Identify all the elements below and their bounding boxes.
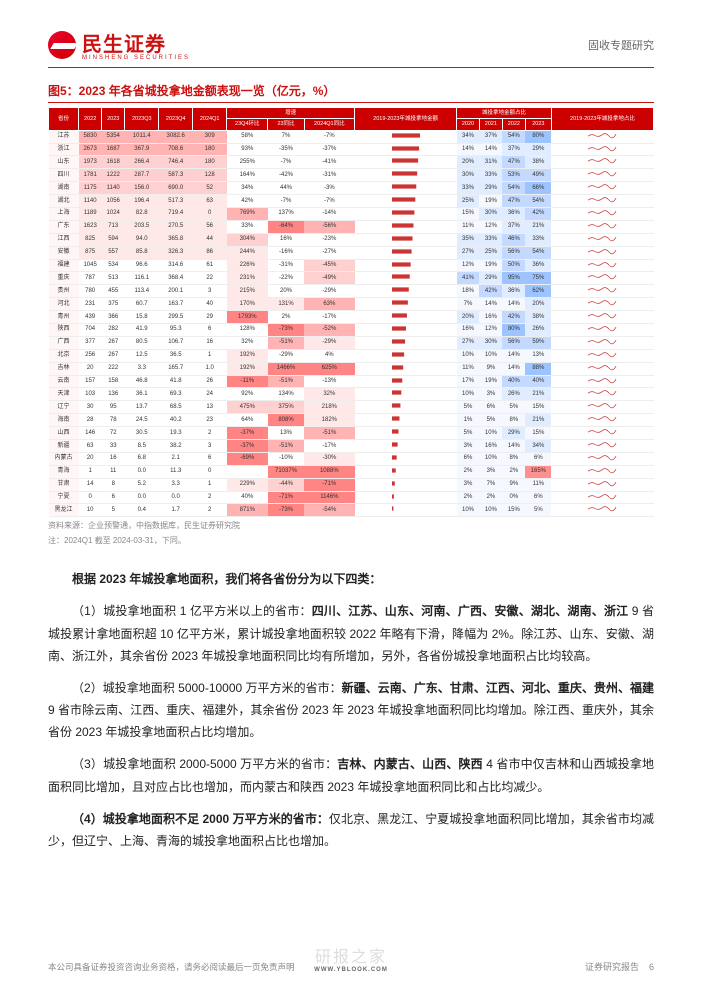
p3-bold: 吉林、内蒙古、山西、陕西 <box>337 757 483 771</box>
p2-lead: （2）城投拿地面积 5000-10000 万平方米的省市： <box>72 681 342 695</box>
table-row: 陕西70428241.995.36128%-73%-52%16%12%80%26… <box>49 323 654 336</box>
table-row: 江苏583053541011.43082.630958%7%-7%34%37%5… <box>49 130 654 143</box>
table-row: 辽宁309513.768.513475%375%218%5%6%5%15% <box>49 401 654 414</box>
table-row: 海南287824.540.22364%808%182%1%5%8%21% <box>49 414 654 427</box>
footer-disclaimer: 本公司具备证券投资咨询业务资格，请务必阅读最后一页免责声明 <box>48 961 295 973</box>
logo: 民生证券 MINSHENG SECURITIES <box>48 28 190 61</box>
table-row: 云南15715846.841.826-11%-51%-13%17%19%40%4… <box>49 375 654 388</box>
table-row: 广西37726780.5106.71632%-51%-29%27%30%56%5… <box>49 336 654 349</box>
footer-watermark: 研报之家 WWW.YBLOOK.COM <box>314 943 388 973</box>
table-row: 山东19731618266.4746.4180255%-7%-41%20%31%… <box>49 156 654 169</box>
p2-bold: 新疆、云南、广东、甘肃、江西、河北、重庆、贵州、福建 <box>342 681 654 695</box>
table-row: 天津10313636.169.32492%134%32%10%3%26%21% <box>49 388 654 401</box>
figure-title: 图5：2023 年各省城投拿地金额表现一览（亿元，%） <box>48 82 654 103</box>
table-row: 内蒙古20166.82.16-69%-10%-30%6%10%8%6% <box>49 452 654 465</box>
data-table: 省份202220232023Q32023Q42024Q1增速2019-2023年… <box>48 107 654 517</box>
table-row: 重庆787513116.1368.422231%-22%-49%41%29%95… <box>49 272 654 285</box>
table-row: 福建104553496.6314.661226%-31%-45%12%19%50… <box>49 259 654 272</box>
table-row: 青海1110.011.3071037%1088%2%3%2%165% <box>49 465 654 478</box>
table-row: 吉林202223.3165.71.0192%1466%625%11%9%14%8… <box>49 362 654 375</box>
page-header: 民生证券 MINSHENG SECURITIES 固收专题研究 <box>48 28 654 68</box>
brand-subtitle: MINSHENG SECURITIES <box>82 55 190 61</box>
table-row: 四川17811222287.7587.3128164%-42%-31%30%33… <box>49 169 654 182</box>
doc-type: 固收专题研究 <box>588 37 654 53</box>
table-row: 山西1467230.519.32-37%13%-51%5%10%29%15% <box>49 427 654 440</box>
table-row: 新疆63338.538.23-37%-51%-17%3%16%14%34% <box>49 440 654 453</box>
table-row: 江西82559494.0365.844304%16%-23%35%33%46%3… <box>49 233 654 246</box>
table-row: 宁夏060.00.0240%-71%1146%2%2%0%6% <box>49 491 654 504</box>
table-row: 河北23137560.7163.740170%131%63%7%14%14%20… <box>49 298 654 311</box>
table-row: 湖南11751140156.0690.05234%44%-3%33%29%54%… <box>49 182 654 195</box>
table-row: 湖北11401056196.4517.36342%-7%-7%25%19%47%… <box>49 195 654 208</box>
table-row: 上海1189102482.8719.40769%137%-14%15%30%36… <box>49 207 654 220</box>
page-footer: 本公司具备证券投资咨询业务资格，请务必阅读最后一页免责声明 研报之家 WWW.Y… <box>48 960 654 973</box>
table-row: 安徽87555785.8326.386244%-16%-27%27%25%56%… <box>49 246 654 259</box>
figure-source: 资料来源：企业预警通，中指数据库，民生证券研究院 <box>48 521 654 531</box>
brand-name: 民生证券 <box>82 28 190 57</box>
table-row: 甘肃1485.23.31229%-44%-71%3%7%9%11% <box>49 478 654 491</box>
logo-icon <box>48 31 76 59</box>
data-table-wrap: 省份202220232023Q32023Q42024Q1增速2019-2023年… <box>48 107 654 517</box>
p2-rest: 9 省市除云南、江西、重庆、福建外，其余省份 2023 年 2023 年城投拿地… <box>48 703 654 739</box>
table-row: 广东1623713203.5270.55633%-64%-56%11%12%37… <box>49 220 654 233</box>
table-row: 浙江26731687367.9708.618093%-35%-37%14%14%… <box>49 143 654 156</box>
p1-bold: 四川、江苏、山东、河南、广西、安徽、湖北、湖南、浙江 <box>312 604 629 618</box>
body-text: 根据 2023 年城投拿地面积，我们将各省份分为以下四类： （1）城投拿地面积 … <box>48 568 654 852</box>
intro: 根据 2023 年城投拿地面积，我们将各省份分为以下四类： <box>72 572 381 586</box>
table-row: 贵州780455113.4200.13215%20%-29%18%42%36%6… <box>49 285 654 298</box>
table-row: 北京25626712.536.51192%-29%4%10%10%14%13% <box>49 349 654 362</box>
table-row: 青州43936615.8299.5291793%2%-17%20%16%42%3… <box>49 311 654 324</box>
p4-lead: （4）城投拿地面积不足 2000 万平方米的省市： <box>72 812 329 826</box>
p3-lead: （3）城投拿地面积 2000-5000 万平方米的省市： <box>72 757 337 771</box>
footer-right: 证券研究报告 6 <box>585 960 654 973</box>
table-row: 黑龙江1050.41.72871%-73%-54%10%10%15%5% <box>49 504 654 517</box>
p1-lead: （1）城投拿地面积 1 亿平方米以上的省市： <box>72 604 312 618</box>
figure-note: 注：2024Q1 截至 2024-03-31，下同。 <box>48 536 654 546</box>
